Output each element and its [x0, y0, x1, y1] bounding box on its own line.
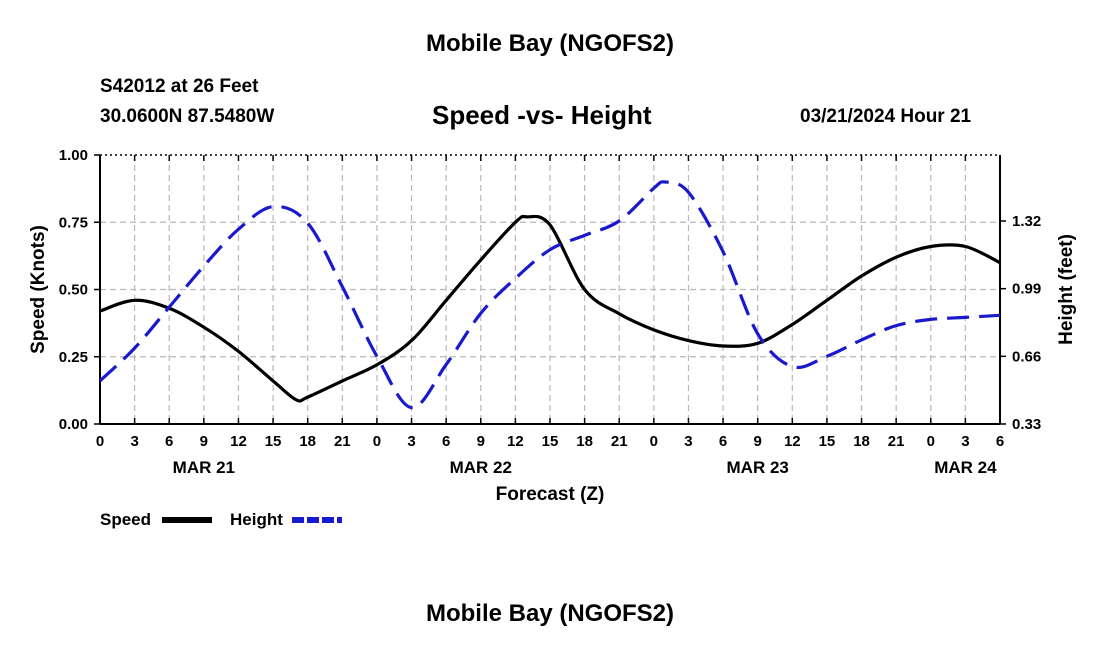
y-left-tick-label: 0.00 [59, 416, 88, 433]
x-tick-label: 12 [507, 433, 524, 450]
x-tick-label: 9 [754, 433, 762, 450]
x-tick-label: 6 [442, 433, 450, 450]
speed-series-line [99, 214, 1001, 403]
y-right-tick-label: 0.33 [1012, 416, 1041, 433]
station-coordinates: 30.0600N 87.5480W [100, 106, 275, 127]
x-tick-label: 12 [784, 433, 801, 450]
x-tick-label: 12 [230, 433, 247, 450]
x-tick-label: 15 [265, 433, 282, 450]
page-title: Mobile Bay (NGOFS2) [425, 30, 675, 57]
x-tick-label: 18 [299, 433, 316, 450]
x-tick-label: 6 [719, 433, 727, 450]
x-tick-label: 0 [650, 433, 658, 450]
x-tick-label: 18 [853, 433, 870, 450]
y-left-tick-label: 1.00 [59, 147, 88, 164]
x-tick-label: 0 [96, 433, 104, 450]
x-tick-label: 9 [200, 433, 208, 450]
x-tick-label: 15 [542, 433, 559, 450]
x-date-label: MAR 22 [450, 458, 512, 477]
y-right-tick-label: 1.32 [1012, 213, 1041, 230]
x-tick-label: 21 [334, 433, 351, 450]
y-right-tick-label: 0.66 [1012, 348, 1041, 365]
chart-title: Speed -vs- Height [432, 100, 652, 130]
y-axis-left-title: Speed (Knots) [28, 225, 49, 354]
x-tick-label: 9 [477, 433, 485, 450]
x-date-label: MAR 24 [934, 458, 997, 477]
x-tick-label: 15 [819, 433, 836, 450]
legend-height-label: Height [230, 510, 283, 529]
footer-title: Mobile Bay (NGOFS2) [425, 600, 675, 627]
height-series-line [98, 180, 1001, 410]
y-left-tick-label: 0.25 [59, 349, 88, 366]
x-tick-label: 21 [888, 433, 905, 450]
x-tick-label: 6 [165, 433, 173, 450]
x-date-label: MAR 23 [727, 458, 789, 477]
x-axis-title: Forecast (Z) [496, 484, 605, 505]
x-tick-label: 18 [576, 433, 593, 450]
y-left-tick-label: 0.75 [59, 214, 88, 231]
x-tick-label: 3 [130, 433, 138, 450]
x-tick-label: 0 [927, 433, 935, 450]
y-right-tick-label: 0.99 [1012, 281, 1041, 298]
y-axis-right-title: Height (feet) [1056, 234, 1077, 345]
y-left-tick-label: 0.50 [59, 282, 88, 299]
x-tick-label: 3 [961, 433, 969, 450]
station-label: S42012 at 26 Feet [100, 76, 259, 97]
x-tick-label: 3 [407, 433, 415, 450]
x-tick-label: 0 [373, 433, 381, 450]
legend-speed-label: Speed [100, 510, 151, 529]
x-tick-label: 21 [611, 433, 628, 450]
x-tick-label: 3 [684, 433, 692, 450]
x-tick-label: 6 [996, 433, 1004, 450]
forecast-run-time: 03/21/2024 Hour 21 [800, 106, 972, 127]
x-date-label: MAR 21 [173, 458, 235, 477]
